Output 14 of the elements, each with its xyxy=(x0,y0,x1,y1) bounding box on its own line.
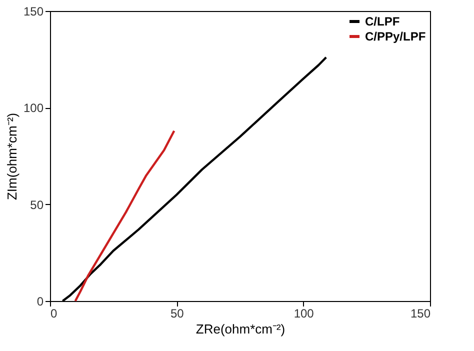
y-tick-label: 100 xyxy=(23,101,44,116)
y-tick-label: 0 xyxy=(36,294,44,308)
line-series xyxy=(62,56,328,302)
legend-label: C/PPy/LPF xyxy=(365,30,426,44)
x-tick-label: 100 xyxy=(294,306,314,320)
x-axis-title: ZRe(ohm*cm⁻²) xyxy=(196,322,286,336)
y-axis-title: ZIm(ohm*cm⁻²) xyxy=(4,112,20,200)
x-tick-label: 0 xyxy=(50,306,58,320)
y-tick-label: 50 xyxy=(30,198,44,212)
line-series xyxy=(74,130,176,302)
x-tick-label: 50 xyxy=(170,306,184,320)
legend-label: C/LPF xyxy=(365,14,400,28)
y-tick-label: 150 xyxy=(23,4,44,18)
x-tick-label: 150 xyxy=(410,306,431,320)
